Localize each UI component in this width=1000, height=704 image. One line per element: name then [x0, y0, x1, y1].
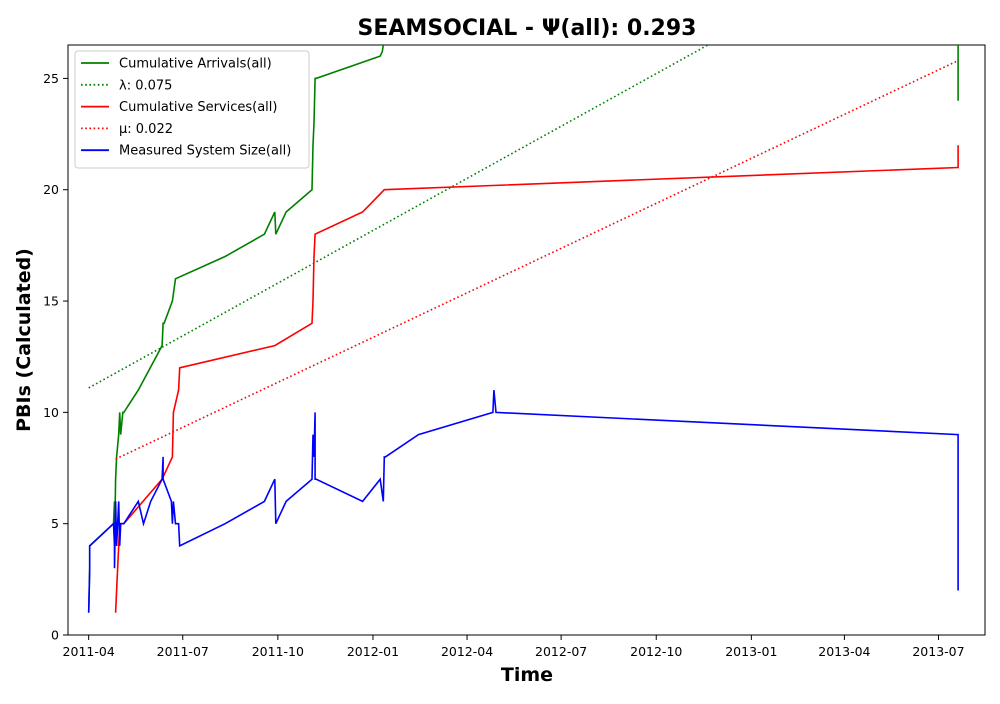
x-tick-label: 2013-01 [725, 644, 777, 659]
x-tick-label: 2011-10 [252, 644, 304, 659]
x-tick-label: 2012-10 [630, 644, 682, 659]
y-axis-ticks: 0 5 10 15 20 25 [43, 71, 68, 643]
y-axis-label: PBIs (Calculated) [13, 248, 35, 432]
legend-label: Measured System Size(all) [119, 144, 291, 159]
series-layer [87, 45, 959, 613]
y-tick-label: 0 [51, 628, 59, 643]
legend: Cumulative Arrivals(all) λ: 0.075 Cumulati… [74, 50, 310, 169]
y-tick-label: 15 [43, 294, 59, 309]
x-axis-ticks: 2011-04 2011-07 2011-10 2012-01 2012-04 2012-… [63, 635, 965, 659]
y-tick-label: 20 [43, 182, 59, 197]
series-line-0-075-2 [88, 45, 709, 389]
x-tick-label: 2013-04 [818, 644, 870, 659]
plot-frame [67, 44, 986, 636]
legend-box [74, 50, 310, 169]
legend-label: μ: 0.022 [119, 122, 173, 137]
legend-label: λ: 0.075 [119, 78, 172, 93]
x-tick-label: 2013-07 [912, 644, 964, 659]
x-tick-label: 2011-07 [157, 644, 209, 659]
x-tick-label: 2012-01 [347, 644, 399, 659]
x-tick-label: 2012-04 [441, 644, 493, 659]
y-tick-label: 5 [51, 516, 59, 531]
chart-title: SEAMSOCIAL - Ψ(all): 0.293 [358, 16, 697, 41]
series-line-cumulative-services-all-3 [114, 145, 959, 613]
y-tick-label: 25 [43, 71, 59, 86]
series-line-measured-system-size-all-5 [87, 390, 959, 613]
y-tick-label: 10 [43, 405, 59, 420]
x-tick-label: 2012-07 [535, 644, 587, 659]
legend-label: Cumulative Arrivals(all) [119, 57, 272, 72]
x-tick-label: 2011-04 [63, 644, 115, 659]
legend-label: Cumulative Services(all) [119, 100, 277, 115]
x-axis-label: Time [501, 664, 553, 686]
